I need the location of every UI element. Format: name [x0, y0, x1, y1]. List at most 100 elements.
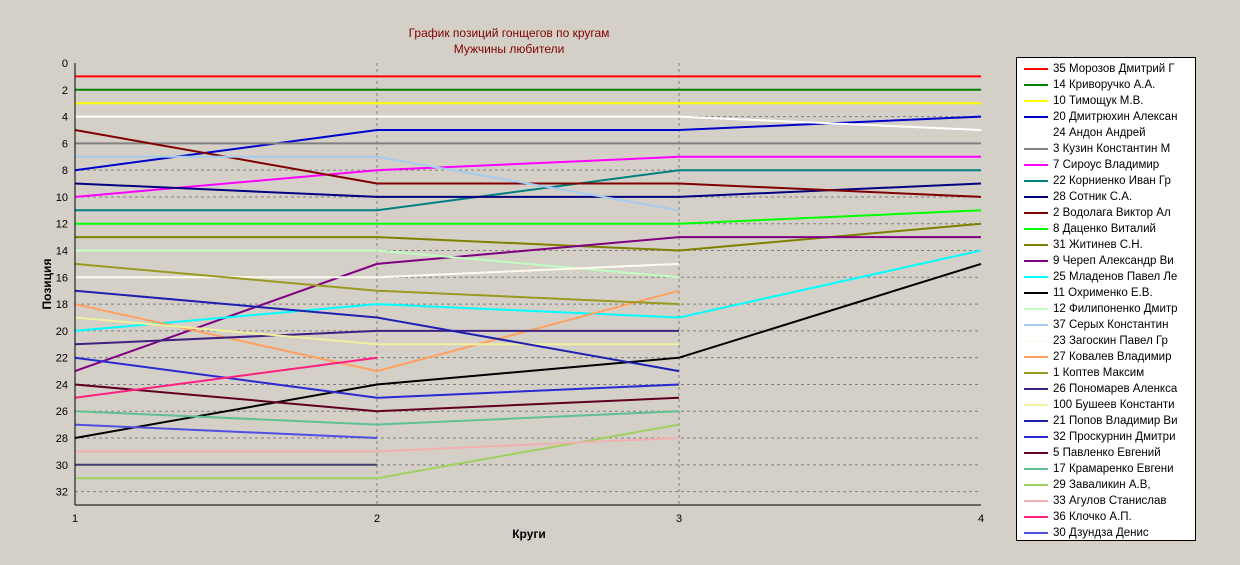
- y-tick-label-0: 0: [62, 58, 68, 70]
- legend-label: 28 Сотник С.А.: [1053, 191, 1133, 203]
- legend-label: 12 Филипоненко Дмитр: [1053, 303, 1178, 315]
- legend-item-6: 7 Сироус Владимир: [1017, 157, 1195, 173]
- y-tick-label-13: 26: [56, 406, 68, 418]
- legend-label: 27 Ковалев Владимир: [1053, 351, 1172, 363]
- series-line-6: [74, 155, 981, 198]
- series-line-29: [74, 423, 378, 439]
- series-line-24: [74, 383, 680, 413]
- chart-subtitle: Мужчины любители: [454, 42, 565, 56]
- series-line-22: [74, 289, 680, 373]
- legend-label: 35 Морозов Дмитрий Г: [1053, 63, 1175, 75]
- legend-label: 29 Заваликин А.В,: [1053, 479, 1151, 491]
- legend-label: 11 Охрименко Е.В.: [1053, 287, 1153, 299]
- series-line-28: [74, 356, 378, 399]
- legend-swatch: [1024, 532, 1048, 534]
- legend-label: 3 Кузин Константин М: [1053, 143, 1171, 155]
- chart-title: График позиций гонщегов по кругам: [409, 26, 610, 40]
- legend-item-10: 8 Даценко Виталий: [1017, 221, 1195, 237]
- legend-swatch: [1024, 196, 1048, 198]
- legend-item-1: 14 Криворучко А.А.: [1017, 77, 1195, 93]
- legend-item-23: 32 Проскурнин Дмитри: [1017, 429, 1195, 445]
- y-tick-label-2: 4: [62, 112, 68, 124]
- legend-swatch: [1024, 68, 1048, 70]
- y-tick-label-6: 12: [56, 219, 68, 231]
- x-tick-label-1: 2: [374, 513, 380, 525]
- legend-label: 25 Младенов Павел Ле: [1053, 271, 1178, 283]
- legend-item-2: 10 Тимощук М.В.: [1017, 93, 1195, 109]
- legend-label: 17 Крамаренко Евгени: [1053, 463, 1174, 475]
- y-tick-label-7: 14: [56, 246, 68, 258]
- legend-item-18: 27 Ковалев Владимир: [1017, 349, 1195, 365]
- legend-label: 1 Коптев Максим: [1053, 367, 1145, 379]
- legend-label: 10 Тимощук М.В.: [1053, 95, 1144, 107]
- legend-item-16: 37 Серых Константин: [1017, 317, 1195, 333]
- y-tick-label-14: 28: [56, 433, 68, 445]
- legend-swatch: [1024, 356, 1048, 358]
- legend-item-21: 100 Бушеев Константи: [1017, 397, 1195, 413]
- legend-item-7: 22 Корниенко Иван Гр: [1017, 173, 1195, 189]
- legend-label: 24 Андон Андрей: [1053, 127, 1146, 139]
- legend-swatch: [1024, 452, 1048, 454]
- legend-swatch: [1024, 212, 1048, 214]
- y-tick-label-12: 24: [56, 379, 68, 391]
- legend-swatch: [1024, 308, 1048, 310]
- legend-item-12: 9 Череп Александр Ви: [1017, 253, 1195, 269]
- legend-swatch: [1024, 148, 1048, 150]
- legend-label: 8 Даценко Виталий: [1053, 223, 1156, 235]
- legend-swatch: [1024, 116, 1048, 118]
- legend-item-8: 28 Сотник С.А.: [1017, 189, 1195, 205]
- x-axis-label: Круги: [512, 527, 546, 541]
- legend-item-22: 21 Попов Владимир Ви: [1017, 413, 1195, 429]
- legend-item-4: 24 Андон Андрей: [1017, 125, 1195, 141]
- legend-label: 5 Павленко Евгений: [1053, 447, 1161, 459]
- legend-swatch: [1024, 324, 1048, 326]
- legend-swatch: [1024, 420, 1048, 422]
- legend-label: 26 Пономарев Аленкса: [1053, 383, 1178, 395]
- legend-label: 30 Дзундза Денис: [1053, 527, 1149, 539]
- legend-swatch: [1024, 372, 1048, 374]
- series-line-16: [75, 155, 680, 212]
- legend-swatch: [1024, 388, 1048, 390]
- legend: 35 Морозов Дмитрий Г 14 Криворучко А.А. 10…: [1016, 57, 1196, 541]
- series-line-13: [74, 249, 982, 332]
- legend-label: 14 Криворучко А.А.: [1053, 79, 1156, 91]
- y-tick-label-5: 10: [56, 192, 68, 204]
- series-line-10: [75, 209, 982, 225]
- legend-item-19: 1 Коптев Максим: [1017, 365, 1195, 381]
- legend-item-20: 26 Пономарев Аленкса: [1017, 381, 1195, 397]
- x-tick-label-3: 4: [978, 513, 984, 525]
- legend-swatch: [1024, 244, 1048, 246]
- legend-item-11: 31 Житинев С.Н.: [1017, 237, 1195, 253]
- series-lines: [74, 75, 982, 480]
- legend-label: 31 Житинев С.Н.: [1053, 239, 1143, 251]
- series-line-7: [75, 169, 981, 212]
- legend-item-14: 11 Охрименко Е.В.: [1017, 285, 1195, 301]
- legend-item-5: 3 Кузин Константин М: [1017, 141, 1195, 157]
- y-axis-label: Позиция: [40, 259, 54, 310]
- legend-label: 100 Бушеев Константи: [1053, 399, 1175, 411]
- legend-item-28: 36 Клочко А.П.: [1017, 509, 1195, 525]
- y-tick-label-15: 30: [56, 460, 68, 472]
- legend-swatch: [1024, 340, 1048, 342]
- series-line-17: [75, 262, 680, 279]
- legend-label: 33 Агулов Станислав: [1053, 495, 1167, 507]
- legend-swatch: [1024, 100, 1048, 102]
- y-tick-label-4: 8: [62, 165, 68, 177]
- series-line-21: [74, 316, 679, 346]
- legend-swatch: [1024, 180, 1048, 182]
- series-line-4: [75, 115, 982, 131]
- legend-swatch: [1024, 404, 1048, 406]
- y-tick-label-3: 6: [62, 138, 68, 150]
- series-line-25: [74, 410, 680, 426]
- legend-label: 20 Дмитрюхин Алексан: [1053, 111, 1178, 123]
- legend-swatch: [1024, 484, 1048, 486]
- y-tick-label-11: 22: [56, 353, 68, 365]
- y-tick-label-10: 20: [56, 326, 68, 338]
- legend-label: 9 Череп Александр Ви: [1053, 255, 1174, 267]
- legend-label: 22 Корниенко Иван Гр: [1053, 175, 1171, 187]
- legend-item-0: 35 Морозов Дмитрий Г: [1017, 61, 1195, 77]
- series-line-20: [74, 329, 679, 346]
- x-tick-labels: 1 2 3 4: [72, 513, 984, 525]
- series-line-14: [74, 262, 982, 439]
